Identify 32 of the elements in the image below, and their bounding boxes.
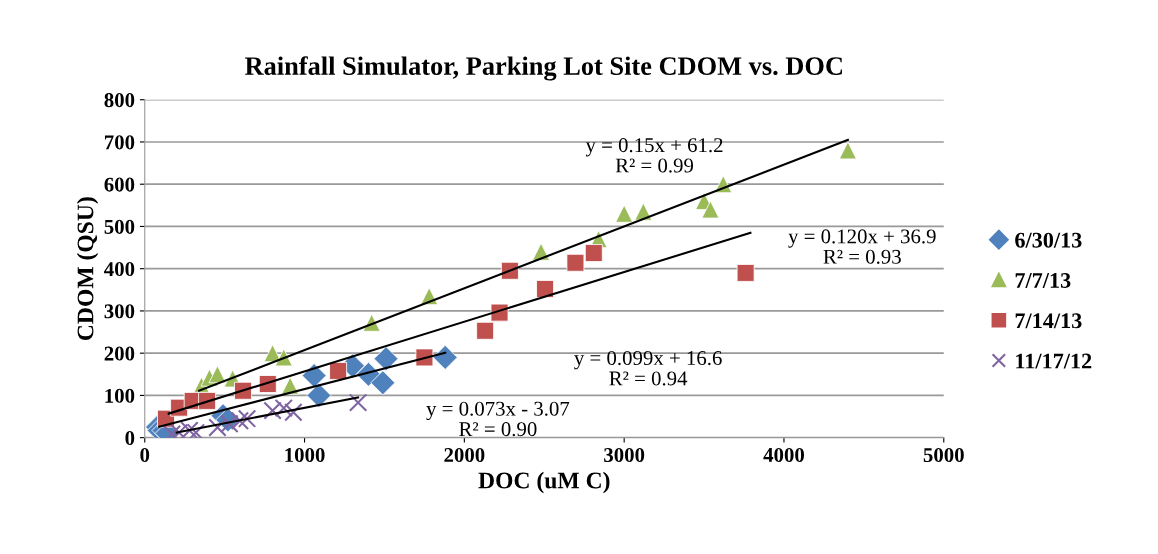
x-tick-label: 3000 (604, 447, 645, 463)
annotation: y = 0.099x + 16.6 R² = 0.94 (574, 351, 722, 386)
point (274, 398, 294, 418)
point (237, 409, 257, 428)
chart-title: Rainfall Simulator, Parking Lot Site CDOM vs. DOC (245, 56, 842, 81)
point (348, 393, 368, 412)
x-tick-label: 0 (140, 447, 150, 463)
y-tick-label: 600 (104, 177, 135, 192)
annotation: y = 0.120x + 36.9 R² = 0.93 (788, 229, 936, 264)
y-tick-label: 500 (104, 219, 135, 234)
legend-label: 7/14/13 (1015, 313, 1082, 329)
point (230, 411, 250, 431)
legend-label: 11/17/12 (1016, 353, 1092, 369)
y-tick-label: 800 (104, 93, 135, 108)
annotation: y = 0.073x - 3.07 R² = 0.90 (426, 401, 570, 437)
y-tick-label: 100 (105, 388, 135, 403)
y-tick-label: 700 (104, 135, 135, 150)
point (263, 401, 282, 420)
y-tick-label: 300 (104, 304, 135, 319)
y-tick-label: 400 (104, 262, 135, 277)
x-tick-label: 5000 (923, 447, 964, 463)
y-axis-title: CDOM (QSU) (76, 197, 99, 340)
x-tick-label: 1000 (285, 447, 325, 463)
y-tick-label: 0 (125, 431, 135, 446)
legend-label: 6/30/13 (1015, 232, 1082, 248)
x-tick-label: 2000 (444, 447, 485, 463)
y-tick-label: 200 (104, 346, 135, 361)
legend-label: 7/7/13 (1015, 273, 1071, 288)
annotation: y = 0.15x + 61.2 R² = 0.99 (585, 138, 723, 173)
x-tick-label: 4000 (763, 447, 805, 463)
x-axis-title: DOC (uM C) (478, 471, 610, 494)
point (284, 403, 303, 422)
